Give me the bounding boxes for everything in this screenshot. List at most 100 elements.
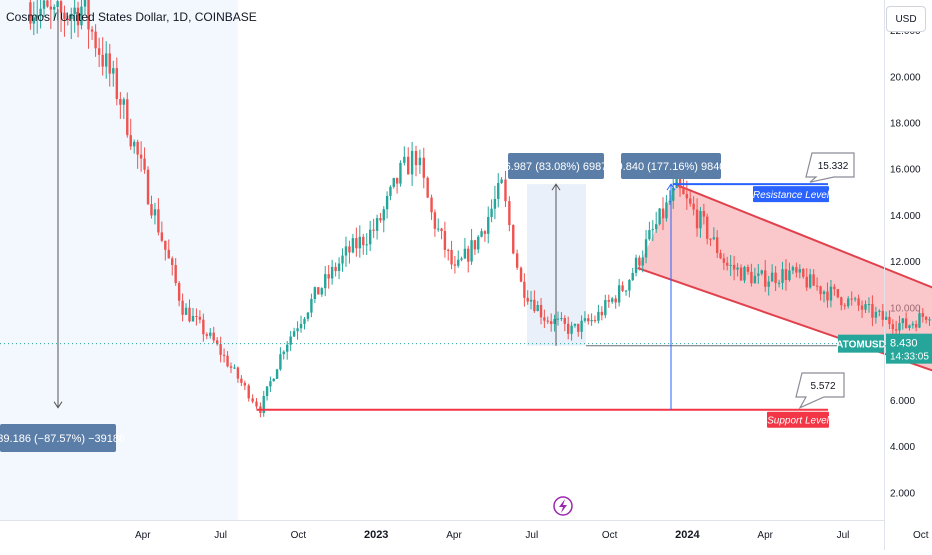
bar-countdown: 14:33:05 (890, 352, 929, 363)
x-tick-label: Apr (757, 530, 773, 541)
candle-body (771, 273, 773, 282)
candle-body (850, 299, 852, 300)
y-tick-label: 12.000 (890, 257, 921, 268)
candle-body (161, 232, 163, 240)
candle-body (658, 208, 660, 224)
candle-body (467, 249, 469, 262)
candle-body (878, 311, 880, 312)
candle-body (719, 253, 721, 258)
candle-body (608, 300, 610, 302)
candle-body (713, 237, 715, 239)
candle-body (580, 321, 582, 332)
candle-body (266, 386, 268, 396)
y-tick-label: 2.000 (890, 488, 915, 499)
candle-body (352, 238, 354, 252)
candle-body (686, 194, 688, 198)
candle-body (331, 267, 333, 279)
candle-body (733, 265, 735, 270)
candle-body (645, 239, 647, 257)
candle-body (632, 273, 634, 280)
candle-body (147, 170, 149, 204)
candle-body (477, 237, 479, 250)
x-tick-label: Oct (291, 530, 307, 541)
candle-body (736, 268, 738, 270)
candle-body (560, 318, 562, 319)
candle-body (154, 209, 156, 215)
candle-body (359, 237, 361, 248)
candle-body (706, 217, 708, 239)
candle-body (157, 209, 159, 232)
candle-body (105, 53, 107, 66)
candle-body (618, 285, 620, 302)
candle-body (574, 324, 576, 326)
candle-body (781, 269, 783, 283)
measure-gain-1-label: 6.987 (83.08%) 6987 (505, 161, 608, 173)
candle-body (696, 210, 698, 229)
measure-gain-2-label: 9.840 (177.16%) 9840 (617, 161, 726, 173)
candle-body (564, 318, 566, 324)
candle-body (795, 267, 797, 272)
candle-body (830, 287, 832, 301)
candle-body (885, 317, 887, 320)
candle-body (185, 308, 187, 315)
currency-button[interactable]: USD (886, 6, 926, 32)
candle-body (754, 276, 756, 284)
candle-body (195, 316, 197, 317)
candle-body (430, 198, 432, 213)
candle-body (126, 99, 128, 135)
candle-body (837, 289, 839, 297)
candle-body (119, 99, 121, 105)
candle-body (244, 383, 246, 386)
candle-body (293, 331, 295, 336)
candle-body (490, 209, 492, 217)
x-tick-label: Jul (214, 530, 227, 541)
candle-body (209, 333, 211, 336)
candle-body (648, 230, 650, 239)
x-tick-label: 2023 (364, 529, 388, 541)
candle-body (892, 324, 894, 329)
candle-body (778, 283, 780, 284)
candle-body (383, 209, 385, 220)
candle-body (567, 324, 569, 334)
candle-body (94, 32, 96, 49)
candle-body (508, 201, 510, 225)
candle-body (171, 258, 173, 265)
candle-body (925, 317, 927, 320)
candle-body (530, 300, 532, 302)
candle-body (871, 304, 873, 318)
candle-body (642, 257, 644, 265)
candle-body (816, 286, 818, 287)
candle-body (823, 292, 825, 294)
time-axis-border (0, 520, 884, 521)
candle-body (915, 324, 917, 328)
candle-body (611, 298, 613, 301)
candle-body (857, 298, 859, 305)
symbol-tag: ATOMUSD (836, 340, 886, 351)
candle-body (675, 178, 677, 188)
candle-body (283, 352, 285, 354)
x-tick-label: 2024 (675, 529, 700, 541)
candle-body (833, 287, 835, 289)
candle-body (324, 274, 326, 288)
candle-body (788, 270, 790, 280)
candle-body (426, 178, 428, 198)
x-tick-label: Oct (913, 530, 929, 541)
candle-body (178, 283, 180, 301)
candle-body (366, 244, 368, 245)
candle-body (819, 286, 821, 294)
candle-body (376, 218, 378, 231)
candle-body (101, 55, 103, 67)
candle-body (902, 318, 904, 323)
candle-body (523, 282, 525, 298)
candle-body (792, 267, 794, 270)
support-label: Support Level (767, 416, 829, 427)
candle-body (181, 301, 183, 315)
candle-body (334, 267, 336, 271)
candle-body (861, 306, 863, 310)
candle-body (345, 246, 347, 255)
candle-body (729, 265, 731, 266)
candle-body (199, 317, 201, 320)
candle-body (273, 379, 275, 381)
